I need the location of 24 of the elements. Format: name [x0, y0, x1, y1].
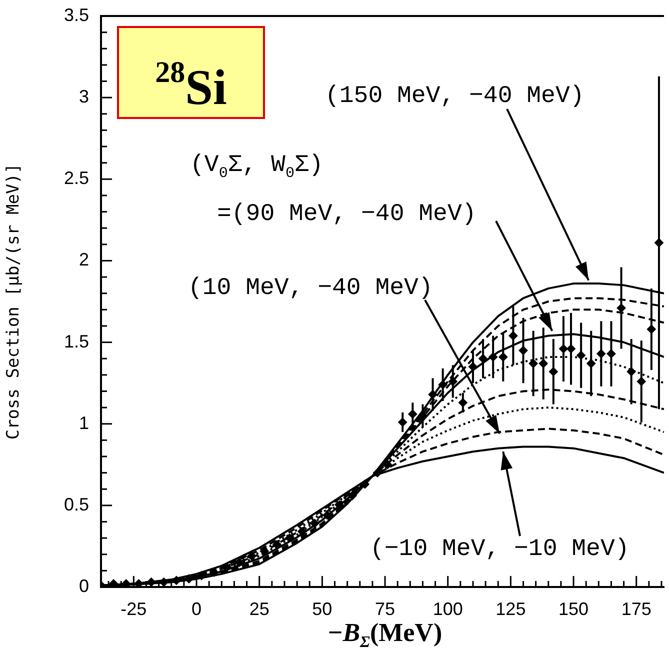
y-tick-label: 0: [78, 576, 89, 596]
y-tick-label: 2: [78, 250, 89, 270]
text: $^{28}$Si: [117, 26, 265, 119]
y-tick-label: 2.5: [64, 168, 89, 188]
x-axis-title: −B$_{Σ}$(MeV): [326, 618, 444, 652]
x-tick-label: 125: [496, 598, 526, 619]
y-tick-label: 3: [78, 86, 89, 107]
y-tick-label: 1.5: [64, 331, 89, 352]
x-tick-label: 0: [192, 598, 202, 619]
y-tick-label: 0.5: [64, 494, 89, 514]
x-tick-label: 75: [375, 598, 396, 619]
y-tick-label: 3.5: [64, 4, 89, 25]
x-tick-label: 150: [558, 598, 589, 619]
annotation: (10 MeV, −40 MeV): [188, 275, 433, 302]
annotation: (V$_{0}$Σ, W$_{0}$Σ) =(90 MeV, −40 MeV): [190, 152, 476, 228]
x-tick-label: 25: [249, 598, 270, 619]
y-axis-title: Cross Section [μb/(sr MeV)]: [4, 163, 24, 440]
x-tick-label: -25: [120, 598, 147, 619]
x-tick-label: 100: [432, 598, 463, 619]
x-tick-label: 50: [312, 598, 332, 619]
y-tick-label: 1: [78, 412, 89, 433]
annotation: (150 MeV, −40 MeV): [325, 83, 584, 110]
annotation: (−10 MeV, −10 MeV): [370, 536, 630, 563]
x-tick-label: 175: [621, 598, 652, 619]
